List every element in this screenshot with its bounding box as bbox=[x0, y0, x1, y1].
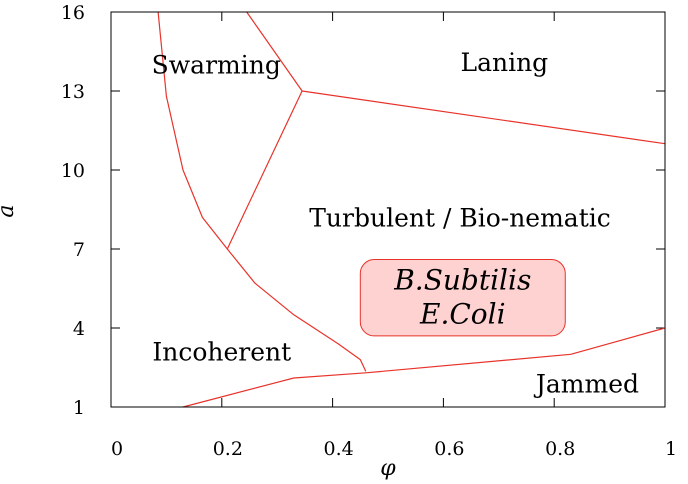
x-tick-label: 0 bbox=[111, 438, 123, 460]
x-tick-labels: 0 0.2 0.4 0.6 0.8 1 bbox=[111, 438, 677, 460]
phase-boundaries bbox=[157, 11, 666, 408]
region-label-turbulent: Turbulent / Bio-nematic bbox=[309, 203, 611, 232]
species-highlight-box bbox=[359, 259, 566, 337]
species-label-b-subtilis: B.Subtilis bbox=[393, 264, 531, 297]
y-tick-label: 1 bbox=[73, 397, 85, 419]
y-tick-label: 13 bbox=[61, 81, 85, 103]
x-tick-label: 0.8 bbox=[545, 438, 575, 460]
y-tick-label: 10 bbox=[61, 160, 85, 182]
region-label-incoherent: Incoherent bbox=[152, 338, 291, 367]
species-label-e-coli: E.Coli bbox=[419, 298, 506, 331]
x-tick-label: 1 bbox=[665, 438, 677, 460]
x-axis-label: φ bbox=[380, 456, 396, 481]
boundary-incoherent-ordered bbox=[157, 11, 367, 372]
plot-frame bbox=[110, 11, 666, 408]
y-tick-label: 7 bbox=[73, 239, 85, 261]
boundary-swarming-turbulent bbox=[226, 90, 303, 250]
boundary-swarming-laning bbox=[246, 11, 303, 92]
boundary-laning-turbulent bbox=[302, 90, 666, 145]
region-label-jammed: Jammed bbox=[533, 369, 639, 398]
x-tick-label: 0.4 bbox=[323, 438, 353, 460]
y-tick-label: 16 bbox=[61, 2, 85, 24]
region-label-laning: Laning bbox=[460, 48, 548, 77]
y-tick-label: 4 bbox=[73, 318, 85, 340]
region-labels: Swarming Laning Turbulent / Bio-nematic … bbox=[152, 48, 639, 398]
x-tick-label: 0.6 bbox=[434, 438, 464, 460]
boundary-jammed-boundary bbox=[182, 327, 666, 408]
region-label-swarming: Swarming bbox=[152, 51, 281, 80]
y-axis-label: a bbox=[0, 204, 19, 217]
y-tick-labels: 1 4 7 10 13 16 bbox=[61, 2, 85, 419]
x-tick-label: 0.2 bbox=[213, 438, 243, 460]
